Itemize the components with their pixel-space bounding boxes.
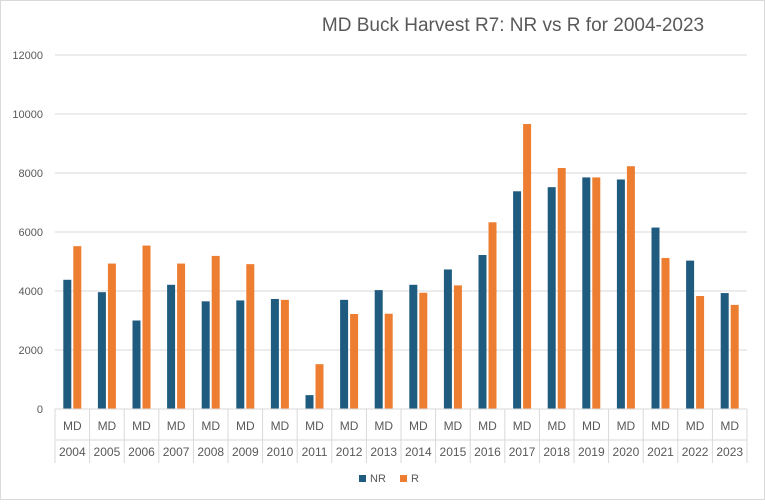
x-category-label: 2013 [370, 445, 397, 459]
bar-R-2021 [661, 257, 670, 409]
x-category-label: 2022 [682, 445, 709, 459]
y-tick-label: 4000 [19, 286, 43, 298]
bar-NR-2004 [63, 279, 72, 409]
x-category-label: 2020 [613, 445, 640, 459]
x-group-label: MD [340, 419, 359, 433]
x-category-label: 2016 [474, 445, 501, 459]
bar-NR-2019 [582, 177, 591, 409]
y-tick-label: 2000 [19, 345, 43, 357]
bar-R-2019 [592, 177, 601, 409]
x-group-label: MD [444, 419, 463, 433]
x-category-label: 2015 [440, 445, 467, 459]
bar-NR-2013 [374, 290, 383, 409]
x-category-label: 2007 [163, 445, 190, 459]
x-category-label: 2010 [267, 445, 294, 459]
bar-R-2023 [730, 304, 739, 409]
x-group-label: MD [686, 419, 705, 433]
x-group-label: MD [547, 419, 566, 433]
x-group-label: MD [63, 419, 82, 433]
legend-label-NR: NR [370, 473, 386, 485]
x-group-label: MD [617, 419, 636, 433]
chart-title: MD Buck Harvest R7: NR vs R for 2004-202… [322, 15, 704, 36]
x-group-label: MD [720, 419, 739, 433]
bar-NR-2014 [409, 284, 418, 409]
bar-R-2016 [488, 222, 497, 409]
bar-NR-2023 [720, 293, 729, 409]
bar-NR-2020 [616, 179, 625, 409]
x-category-label: 2018 [543, 445, 570, 459]
x-category-label: 2014 [405, 445, 432, 459]
x-group-label: MD [236, 419, 255, 433]
x-group-label: MD [478, 419, 497, 433]
x-group-label: MD [201, 419, 220, 433]
bar-NR-2021 [651, 227, 660, 409]
y-tick-label: 10000 [12, 109, 43, 121]
bar-NR-2016 [478, 255, 487, 409]
x-group-label: MD [374, 419, 393, 433]
x-category-label: 2005 [94, 445, 121, 459]
bar-NR-2018 [547, 187, 556, 409]
x-category-label: 2004 [59, 445, 86, 459]
bar-R-2010 [280, 299, 289, 409]
legend: NR R [359, 473, 419, 485]
bar-R-2007 [177, 263, 186, 409]
x-group-label: MD [305, 419, 324, 433]
bar-R-2020 [626, 166, 635, 409]
x-category-label: 2023 [716, 445, 743, 459]
bar-NR-2005 [97, 292, 106, 409]
bar-R-2014 [419, 292, 428, 409]
y-tick-label: 6000 [19, 227, 43, 239]
x-group-label: MD [651, 419, 670, 433]
x-group-label: MD [582, 419, 601, 433]
bar-R-2017 [523, 124, 532, 409]
y-axis: 0 2000 4000 6000 8000 10000 12000 [12, 50, 43, 416]
legend-swatch-R [400, 475, 407, 482]
y-tick-label: 0 [37, 404, 43, 416]
x-group-label: MD [271, 419, 290, 433]
x-group-label: MD [513, 419, 532, 433]
bar-R-2011 [315, 364, 324, 409]
x-group-label: MD [132, 419, 151, 433]
bar-R-2008 [211, 255, 220, 409]
gridlines [55, 54, 747, 410]
x-category-label: 2019 [578, 445, 605, 459]
bar-NR-2011 [305, 395, 314, 409]
bar-R-2018 [557, 167, 566, 409]
x-axis: MD 2004 MD 2005 MD 2006 MD 2007 MD 2008 MD 2009 MD 20… [54, 408, 748, 463]
bar-NR-2022 [686, 260, 695, 409]
bar-NR-2010 [270, 298, 279, 409]
x-category-label: 2021 [647, 445, 674, 459]
x-category-label: 2012 [336, 445, 363, 459]
x-group-label: MD [167, 419, 186, 433]
x-group-label: MD [98, 419, 117, 433]
bar-R-2022 [696, 296, 705, 409]
x-category-label: 2008 [197, 445, 224, 459]
bars [63, 124, 739, 409]
x-category-label: 2017 [509, 445, 536, 459]
x-category-label: 2011 [302, 445, 328, 459]
x-group-label: MD [409, 419, 428, 433]
bar-R-2012 [350, 314, 359, 409]
bar-NR-2009 [236, 300, 245, 409]
bar-NR-2006 [132, 320, 141, 409]
bar-NR-2012 [340, 299, 349, 409]
legend-swatch-NR [359, 475, 366, 482]
bar-R-2013 [384, 313, 393, 409]
x-category-label: 2006 [128, 445, 155, 459]
bar-NR-2007 [167, 284, 176, 409]
x-category-label: 2009 [232, 445, 259, 459]
y-tick-label: 8000 [19, 168, 43, 180]
bar-NR-2008 [201, 301, 210, 409]
legend-label-R: R [411, 473, 419, 485]
bar-NR-2017 [513, 191, 522, 409]
bar-R-2005 [107, 263, 116, 409]
bar-R-2004 [73, 246, 82, 409]
bar-R-2015 [453, 285, 462, 409]
bar-NR-2015 [443, 269, 452, 409]
bar-R-2009 [246, 264, 255, 409]
y-tick-label: 12000 [12, 50, 43, 62]
bar-R-2006 [142, 245, 151, 409]
